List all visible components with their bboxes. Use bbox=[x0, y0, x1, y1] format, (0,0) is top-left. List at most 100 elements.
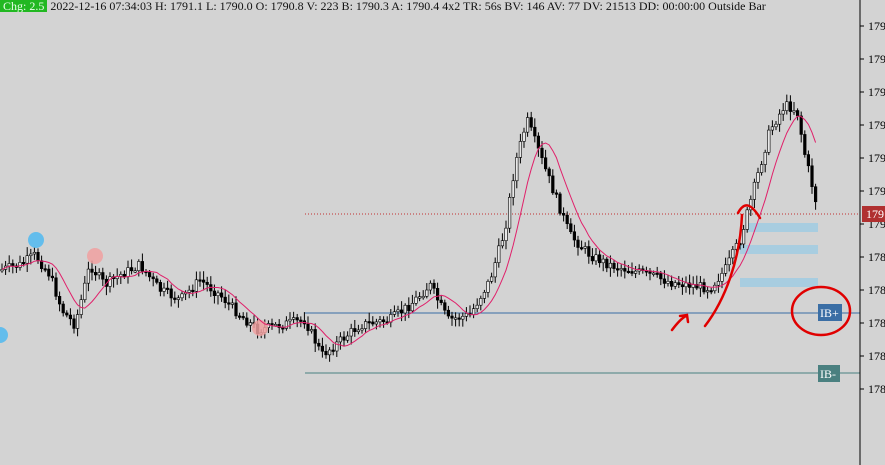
candle-body bbox=[180, 293, 184, 299]
candle-body bbox=[741, 229, 746, 245]
candle-body bbox=[731, 249, 735, 259]
candle-body bbox=[551, 175, 555, 194]
candle-body bbox=[565, 214, 569, 225]
signal-dot bbox=[28, 232, 44, 248]
candle-body bbox=[230, 302, 235, 305]
candle-body bbox=[291, 317, 296, 320]
candle-body bbox=[576, 239, 580, 248]
axis-tick-label: 178 bbox=[868, 316, 885, 330]
ib-plus-box bbox=[818, 304, 842, 321]
candle-body bbox=[594, 254, 598, 262]
annotation-circle bbox=[790, 285, 852, 337]
candle-body bbox=[547, 168, 551, 177]
candle-body bbox=[50, 275, 54, 279]
candle-body bbox=[529, 117, 533, 128]
candle-body bbox=[295, 317, 299, 321]
candle-body bbox=[137, 261, 141, 272]
candle-body bbox=[191, 289, 195, 292]
candle-body bbox=[176, 297, 181, 300]
candle-body bbox=[669, 281, 674, 287]
candle-body bbox=[558, 193, 562, 214]
candle-body bbox=[68, 314, 72, 320]
candle-body bbox=[140, 261, 145, 272]
candle-body bbox=[122, 273, 126, 278]
candle-body bbox=[612, 262, 616, 269]
change-badge: Chg: 2.5 bbox=[0, 0, 48, 12]
candle-body bbox=[101, 272, 105, 280]
candle-body bbox=[457, 317, 461, 320]
candle-body bbox=[651, 272, 656, 275]
candle-body bbox=[518, 141, 522, 158]
candle-body bbox=[7, 263, 11, 267]
candle-body bbox=[601, 258, 605, 264]
candle-body bbox=[363, 321, 368, 329]
candle-body bbox=[655, 272, 659, 275]
candle-body bbox=[745, 209, 749, 230]
candle-body bbox=[94, 272, 98, 276]
candle-body bbox=[148, 272, 152, 278]
candle-body bbox=[83, 282, 87, 301]
candle-body bbox=[284, 320, 289, 329]
candle-body bbox=[76, 314, 80, 329]
candle-body bbox=[381, 319, 386, 323]
candle-body bbox=[151, 276, 155, 280]
hand-annotations bbox=[670, 204, 852, 337]
candle-body bbox=[493, 262, 497, 278]
candle-body bbox=[166, 287, 170, 290]
moving-average bbox=[1, 115, 817, 347]
candle-body bbox=[464, 313, 469, 317]
candle-body bbox=[194, 279, 199, 292]
candle-body bbox=[597, 254, 602, 264]
candle-body bbox=[759, 164, 764, 173]
candle-body bbox=[713, 284, 717, 292]
candle-body bbox=[702, 282, 706, 293]
price-marker-label: 179 bbox=[866, 207, 884, 221]
candle-body bbox=[533, 126, 537, 137]
ib-plus-label: IB+ bbox=[820, 306, 839, 320]
info-bar: Chg: 2.5 2022-12-16 07:34:03 H: 1791.1 L… bbox=[0, 0, 860, 12]
candle-body bbox=[241, 316, 245, 319]
annotation-arrow-small bbox=[670, 313, 690, 332]
candle-body bbox=[633, 270, 638, 274]
candle-body bbox=[727, 257, 731, 266]
candle-body bbox=[374, 321, 379, 325]
candle-body bbox=[367, 321, 371, 324]
candle-body bbox=[608, 262, 612, 269]
candle-body bbox=[130, 267, 134, 272]
candle-body bbox=[32, 251, 36, 255]
candle-body bbox=[335, 341, 339, 352]
candle-body bbox=[554, 192, 558, 195]
candle-body bbox=[446, 309, 451, 317]
candle-body bbox=[572, 231, 576, 241]
candle-body bbox=[169, 288, 173, 299]
candle-body bbox=[752, 181, 756, 200]
candle-body bbox=[475, 304, 479, 309]
axis-tick-label: 179 bbox=[868, 85, 885, 99]
candle-body bbox=[435, 288, 440, 301]
candle-body bbox=[29, 253, 33, 257]
candle-body bbox=[666, 281, 670, 284]
candle-body bbox=[705, 290, 710, 293]
candle-body bbox=[155, 278, 159, 283]
volume-profile-bar bbox=[740, 245, 818, 254]
candle-body bbox=[511, 180, 515, 198]
candle-body bbox=[479, 298, 483, 306]
candle-body bbox=[453, 317, 458, 320]
candle-body bbox=[662, 278, 666, 284]
candle-body bbox=[687, 282, 692, 288]
volume-profile bbox=[740, 223, 818, 287]
moving-average-line bbox=[1, 115, 817, 347]
candle-body bbox=[590, 256, 594, 262]
candle-body bbox=[288, 318, 292, 322]
candle-body bbox=[507, 197, 512, 229]
candle-body bbox=[716, 281, 720, 286]
candle-body bbox=[220, 292, 224, 298]
candle-body bbox=[709, 290, 713, 293]
candle-body bbox=[270, 323, 274, 326]
candle-body bbox=[486, 281, 490, 293]
candle-body bbox=[306, 323, 310, 331]
candle-body bbox=[407, 304, 411, 312]
axis-tick-label: 179 bbox=[868, 19, 885, 33]
